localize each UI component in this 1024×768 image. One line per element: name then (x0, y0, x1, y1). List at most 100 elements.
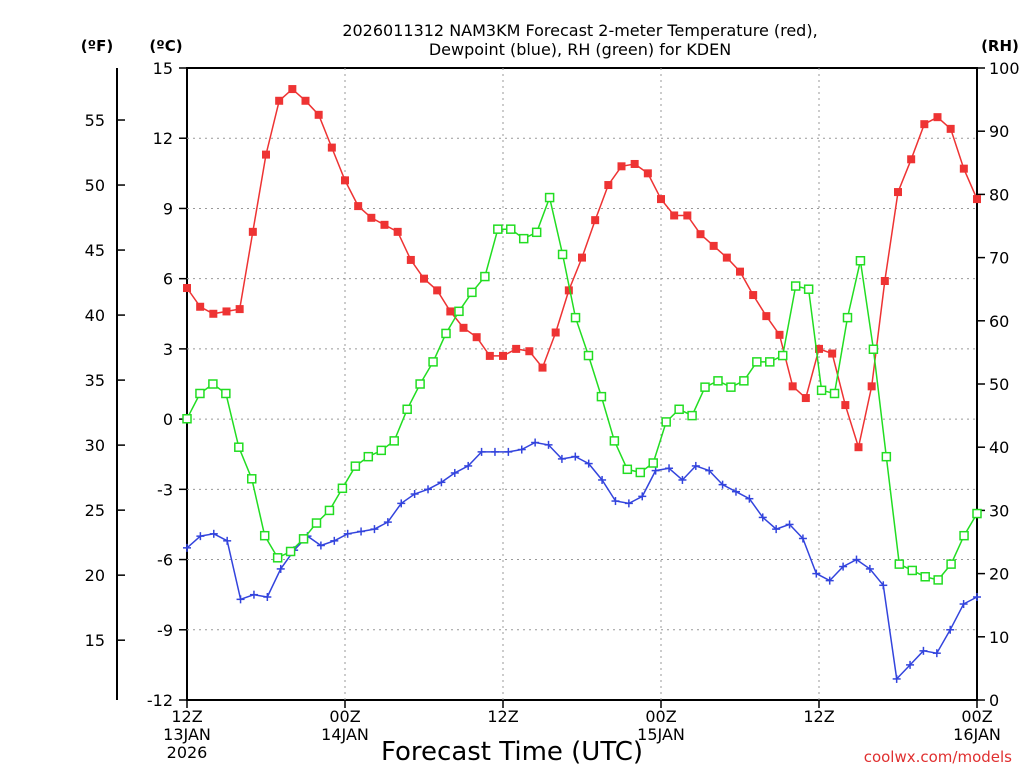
data-point (705, 466, 714, 475)
data-point (389, 436, 399, 446)
time-tick-label: 12Z (487, 707, 518, 726)
data-point (446, 307, 455, 316)
data-point (959, 600, 968, 609)
data-point (272, 553, 283, 563)
data-point (583, 350, 594, 361)
time-tick-label: 00Z (645, 707, 676, 726)
celsius-tick-label: 12 (153, 129, 173, 148)
data-point (868, 344, 879, 354)
data-point (801, 394, 810, 403)
rh-tick-label: 80 (989, 185, 1009, 204)
data-point (643, 169, 652, 178)
fahrenheit-tick-label: 25 (85, 501, 105, 520)
data-point (622, 464, 633, 475)
data-point (749, 291, 758, 300)
data-point (311, 518, 322, 528)
data-point (674, 404, 684, 415)
data-point (380, 220, 389, 229)
data-point (301, 96, 310, 105)
data-point (402, 404, 412, 415)
data-point (195, 388, 205, 399)
data-point (551, 328, 560, 337)
data-point (816, 385, 827, 396)
data-point (327, 143, 336, 152)
data-point (499, 351, 507, 360)
data-point (959, 530, 969, 541)
data-point (437, 478, 446, 487)
data-point (638, 492, 647, 501)
data-point (803, 284, 814, 294)
data-point (512, 344, 521, 353)
data-point (624, 499, 633, 508)
data-point (651, 466, 660, 475)
data-point (223, 536, 232, 545)
data-point (609, 436, 620, 446)
data-point (973, 593, 981, 602)
data-point (343, 529, 352, 538)
data-point (450, 468, 459, 477)
series-dewpoint (183, 438, 981, 683)
time-tick-label: 2026 (167, 743, 208, 762)
data-point (493, 224, 503, 234)
plot-area-frame (186, 67, 978, 701)
chart-title-line-2: Dewpoint (blue), RH (green) for KDEN (429, 40, 731, 59)
data-point (739, 376, 749, 386)
data-point (892, 674, 901, 683)
data-point (880, 277, 889, 286)
data-point (578, 253, 586, 262)
data-point (357, 527, 366, 536)
data-point (700, 382, 710, 392)
data-point (235, 305, 244, 314)
celsius-tick-label: 3 (163, 340, 173, 359)
chart-title-line-1: 2026011312 NAM3KM Forecast 2-meter Tempe… (342, 21, 817, 40)
time-tick-label: 14JAN (321, 725, 369, 744)
data-point (785, 520, 794, 529)
fahrenheit-tick-label: 50 (85, 176, 105, 195)
data-point (920, 120, 929, 129)
data-point (209, 309, 218, 318)
data-point (376, 445, 387, 456)
data-point (183, 543, 191, 552)
grid-layer (187, 68, 977, 700)
data-point (839, 562, 848, 571)
data-point (718, 480, 727, 489)
data-point (341, 176, 349, 185)
data-point (531, 438, 540, 447)
data-point (933, 113, 942, 122)
fahrenheit-ticks: 15 20 25 30 35 40 45 50 55 (85, 111, 125, 650)
celsius-tick-label: 6 (163, 270, 173, 289)
data-point (383, 518, 392, 527)
data-point (406, 255, 415, 264)
data-point (518, 233, 529, 244)
data-point (635, 467, 646, 478)
data-point (262, 150, 270, 159)
data-point (330, 536, 339, 545)
data-point (570, 312, 581, 323)
time-tick-label: 13JAN (163, 725, 211, 744)
series-rh (182, 192, 982, 585)
rh-tick-label: 0 (989, 691, 999, 710)
data-point (196, 532, 205, 541)
celsius-tick-label: -6 (157, 551, 173, 570)
data-point (314, 110, 323, 119)
data-point (337, 483, 348, 494)
data-point (459, 323, 468, 332)
data-point (490, 447, 499, 456)
data-point (557, 454, 566, 463)
data-point (829, 388, 840, 399)
celsius-axis: -12 -9 -6 -3 0 3 6 9 12 15 (147, 59, 187, 710)
data-point (842, 312, 853, 323)
data-point (696, 230, 705, 239)
time-tick-label: 16JAN (953, 725, 1001, 744)
data-point (480, 271, 490, 282)
data-point (865, 564, 874, 573)
fahrenheit-unit-label: (ºF) (81, 37, 113, 55)
data-point (564, 286, 573, 295)
data-point (630, 159, 639, 168)
data-point (196, 302, 205, 311)
data-point (544, 192, 555, 203)
data-point (538, 363, 547, 372)
data-point (687, 410, 697, 421)
data-point (762, 312, 771, 321)
data-point (591, 216, 600, 225)
